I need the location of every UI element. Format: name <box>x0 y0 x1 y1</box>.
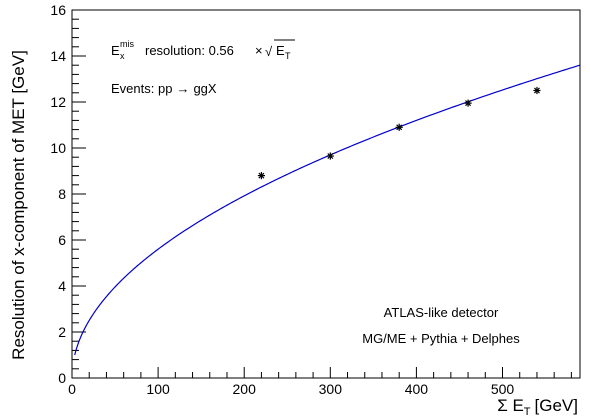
y-tick-label: 16 <box>50 2 66 18</box>
resolution-times: × <box>255 43 263 58</box>
resolution-sqrt-arg: E <box>276 43 285 58</box>
x-tick-label: 300 <box>319 381 343 397</box>
data-point <box>533 86 541 95</box>
data-point <box>464 99 472 107</box>
x-axis-label: Σ ET [GeV] <box>497 396 578 418</box>
data-points <box>257 86 541 180</box>
x-tick-label: 400 <box>405 381 429 397</box>
resolution-sqrt-sub: T <box>285 51 291 61</box>
events-prefix: Events: pp <box>111 81 172 96</box>
data-point <box>326 152 334 160</box>
svg-text:E: E <box>111 43 120 58</box>
detector-annotation: ATLAS-like detector <box>384 305 499 320</box>
events-arrow: → <box>176 81 189 96</box>
events-annotation: Events: pp → ggX <box>111 81 217 96</box>
resolution-sup: mis <box>120 39 134 49</box>
x-tick-label: 100 <box>146 381 170 397</box>
y-tick-label: 2 <box>58 324 66 340</box>
y-tick-label: 6 <box>58 232 66 248</box>
x-tick-label: 500 <box>491 381 515 397</box>
resolution-sub: x <box>120 51 125 61</box>
resolution-sqrt: √ <box>265 44 273 59</box>
y-tick-label: 4 <box>58 278 66 294</box>
x-axis-label-sub: T <box>524 406 531 418</box>
generator-annotation: MG/ME + Pythia + Delphes <box>362 331 520 346</box>
y-tick-label: 0 <box>58 370 66 386</box>
plot-frame <box>71 9 581 379</box>
x-tick-label: 0 <box>68 381 76 397</box>
axes-ticks <box>71 9 572 379</box>
resolution-text: resolution: 0.56 <box>145 43 234 58</box>
y-tick-label: 12 <box>50 94 66 110</box>
y-tick-label: 8 <box>58 186 66 202</box>
data-point <box>395 123 403 131</box>
y-tick-label: 10 <box>50 140 66 156</box>
tick-labels: 0 100 200 300 400 500 0 2 4 6 8 10 12 14 16 <box>50 2 514 397</box>
resolution-e: E <box>111 43 120 58</box>
events-suffix: ggX <box>193 81 216 96</box>
x-tick-label: 200 <box>233 381 257 397</box>
fit-curve <box>74 64 581 356</box>
y-axis-label: Resolution of x-component of MET [GeV] <box>9 50 28 360</box>
data-point <box>257 172 266 180</box>
resolution-annotation: E mis x resolution: 0.56 × √ E T <box>111 39 295 61</box>
x-axis-label-unit: [GeV] <box>535 396 578 415</box>
y-tick-label: 14 <box>50 48 66 64</box>
x-axis-label-main: Σ E <box>497 396 524 415</box>
